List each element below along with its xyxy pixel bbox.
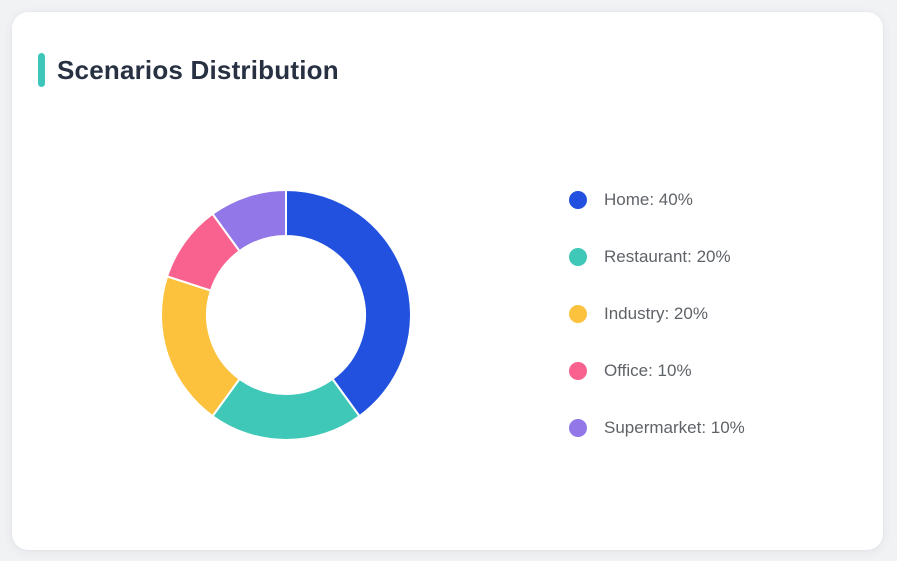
- donut-slice-home[interactable]: [285, 188, 412, 418]
- title-accent-bar: [38, 53, 45, 87]
- legend-item-office[interactable]: Office: 10%: [569, 357, 745, 385]
- legend-label-office: Office: 10%: [604, 361, 692, 380]
- donut-chart: [160, 188, 412, 441]
- scenarios-distribution-card: Scenarios Distribution Home: 40% Restaura…: [12, 12, 883, 550]
- legend-dot-home: [569, 191, 587, 209]
- card-title: Scenarios Distribution: [57, 54, 339, 85]
- donut-slice-supermarket[interactable]: [211, 188, 287, 253]
- legend-dot-restaurant: [569, 248, 587, 266]
- legend-dot-office: [569, 362, 587, 380]
- donut-slice-industry[interactable]: [160, 275, 241, 418]
- legend-item-restaurant[interactable]: Restaurant: 20%: [569, 243, 745, 271]
- legend-item-industry[interactable]: Industry: 20%: [569, 300, 745, 328]
- legend-label-industry: Industry: 20%: [604, 304, 708, 323]
- legend-item-home[interactable]: Home: 40%: [569, 186, 745, 214]
- legend-label-home: Home: 40%: [604, 190, 693, 209]
- legend-dot-supermarket: [569, 419, 587, 437]
- legend-label-supermarket: Supermarket: 10%: [604, 418, 745, 437]
- chart-legend: Home: 40% Restaurant: 20% Industry: 20% Off…: [569, 186, 745, 442]
- legend-label-restaurant: Restaurant: 20%: [604, 247, 731, 266]
- card-header: Scenarios Distribution: [38, 53, 339, 87]
- legend-item-supermarket[interactable]: Supermarket: 10%: [569, 414, 745, 442]
- donut-slice-restaurant[interactable]: [211, 377, 361, 441]
- legend-dot-industry: [569, 305, 587, 323]
